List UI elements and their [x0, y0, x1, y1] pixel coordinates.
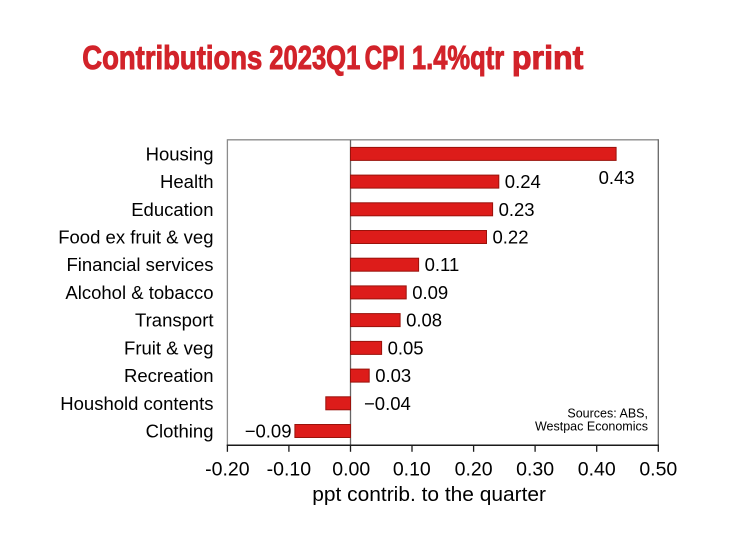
svg-text:Houshold contents: Houshold contents: [60, 393, 213, 414]
svg-text:0.08: 0.08: [406, 310, 442, 331]
svg-text:Clothing: Clothing: [146, 421, 214, 442]
svg-text:0.30: 0.30: [516, 459, 554, 481]
svg-text:-0.10: -0.10: [267, 459, 312, 481]
svg-text:0.11: 0.11: [425, 254, 460, 275]
svg-text:Food ex fruit & veg: Food ex fruit & veg: [58, 227, 213, 248]
svg-text:0.05: 0.05: [388, 337, 424, 358]
svg-text:−0.09: −0.09: [245, 421, 292, 442]
svg-text:0.24: 0.24: [505, 171, 541, 192]
svg-text:0.09: 0.09: [412, 282, 448, 303]
svg-text:-0.20: -0.20: [205, 459, 250, 481]
svg-text:0.40: 0.40: [578, 459, 616, 481]
svg-text:0.22: 0.22: [493, 227, 529, 248]
svg-text:0.43: 0.43: [599, 167, 635, 188]
svg-text:ppt contrib. to the quarter: ppt contrib. to the quarter: [312, 484, 546, 506]
svg-text:CPI: CPI: [365, 39, 406, 77]
svg-text:Health: Health: [160, 171, 213, 192]
svg-text:Alcohol & tobacco: Alcohol & tobacco: [65, 282, 213, 303]
svg-text:Transport: Transport: [135, 310, 213, 331]
svg-text:Contributions: Contributions: [82, 39, 262, 77]
svg-text:0.10: 0.10: [393, 459, 431, 481]
svg-text:0.20: 0.20: [455, 459, 493, 481]
svg-text:Sources: ABS,: Sources: ABS,: [567, 407, 648, 421]
svg-text:1.4%qtr: 1.4%qtr: [412, 39, 504, 77]
svg-text:Education: Education: [131, 199, 213, 220]
svg-text:print: print: [512, 39, 584, 77]
svg-text:Financial services: Financial services: [66, 254, 213, 275]
svg-text:0.50: 0.50: [639, 459, 677, 481]
svg-text:Westpac Economics: Westpac Economics: [535, 420, 648, 434]
svg-text:0.23: 0.23: [499, 199, 535, 220]
svg-text:−0.04: −0.04: [364, 393, 411, 414]
svg-text:0.00: 0.00: [332, 459, 370, 481]
svg-text:Recreation: Recreation: [124, 365, 213, 386]
svg-text:Housing: Housing: [146, 143, 214, 164]
svg-text:Fruit & veg: Fruit & veg: [124, 337, 213, 358]
svg-text:0.03: 0.03: [375, 365, 411, 386]
svg-text:2023Q1: 2023Q1: [269, 39, 360, 77]
